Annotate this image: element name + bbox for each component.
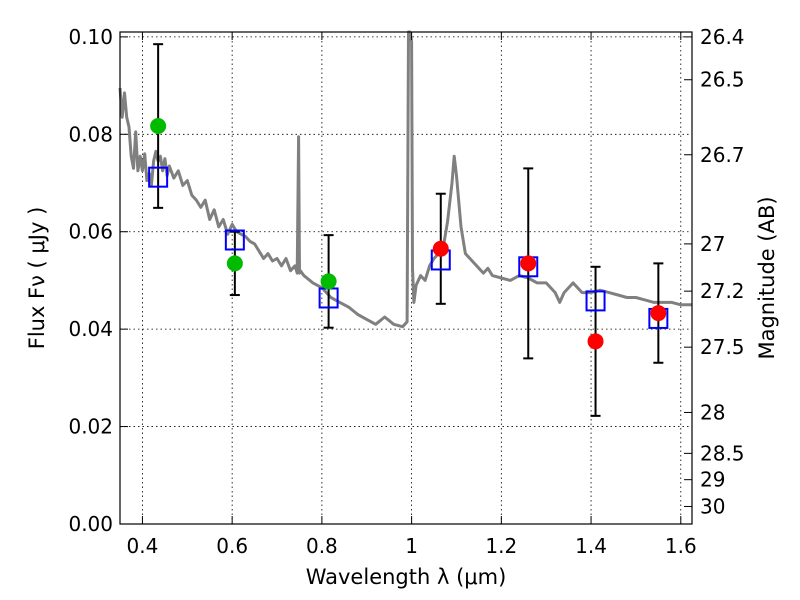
spectrum-line: [118, 30, 692, 329]
right-tick-label: 30: [700, 494, 725, 518]
right-tick-label: 28.5: [700, 441, 745, 465]
model-square: [148, 166, 169, 188]
tick-layer: 0.4 0.6 0.8 1 1.2 1.4 1.6 0.00 0.02 0.04 0.06 0.08 0…: [68, 25, 744, 558]
right-tick-label: 29: [700, 468, 725, 492]
y-tick-label: 0.00: [68, 512, 113, 536]
right-tick-label: 28: [700, 400, 725, 424]
x-tick-label: 0.6: [216, 534, 248, 558]
marker-layer: [148, 118, 669, 350]
observed-nir-point: [520, 255, 537, 272]
y-tick-label: 0.10: [68, 25, 113, 49]
model-square: [224, 229, 245, 251]
x-tick-label: 1.4: [575, 534, 607, 558]
plot-frame: [119, 31, 693, 525]
x-tick-label: 1: [405, 534, 418, 558]
y-tick-label: 0.08: [68, 122, 113, 146]
model-square: [585, 290, 606, 312]
right-tick-label: 26.4: [700, 25, 745, 49]
right-tick-label: 26.7: [700, 143, 745, 167]
x-tick-label: 0.4: [127, 534, 159, 558]
y-tick-label: 0.04: [68, 317, 113, 341]
observed-optical-point: [320, 273, 337, 290]
y-tick-label: 0.06: [68, 220, 113, 244]
observed-nir-point: [587, 333, 604, 350]
observed-optical-point: [150, 118, 167, 135]
observed-nir-point: [650, 305, 667, 322]
x-axis-label: Wavelength λ (μm): [306, 565, 507, 589]
x-tick-label: 1.2: [485, 534, 517, 558]
right-tick-label: 27: [700, 232, 725, 256]
x-tick-label: 1.6: [665, 534, 697, 558]
right-tick-label: 27.5: [700, 335, 745, 359]
x-tick-label: 0.8: [306, 534, 338, 558]
right-axis-label: Magnitude (AB): [755, 196, 779, 359]
spectrum-layer: [118, 30, 692, 329]
right-tick-label: 27.2: [700, 279, 745, 303]
y-tick-label: 0.02: [68, 415, 113, 439]
observed-nir-point: [432, 240, 449, 257]
y-axis-label: Flux Fν ( μJy ): [25, 207, 49, 350]
observed-optical-point: [226, 255, 243, 272]
right-tick-label: 26.5: [700, 68, 745, 92]
